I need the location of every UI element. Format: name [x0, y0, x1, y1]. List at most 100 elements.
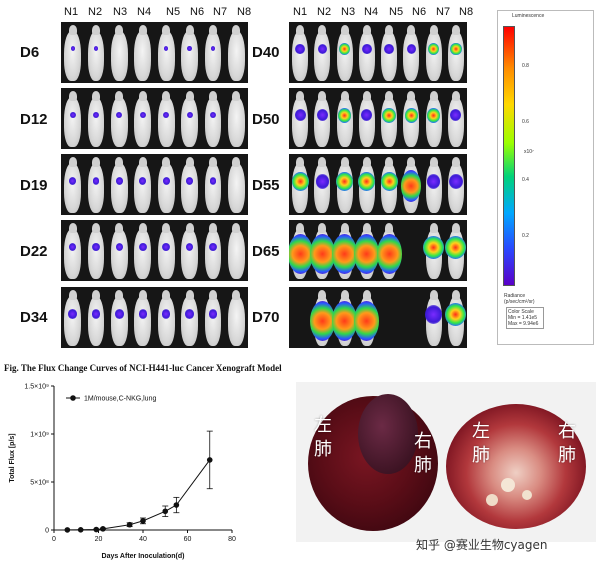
flux-chart: 0 20 40 60 80 0 5×10⁸ 1×10⁹ 1.5×10⁹ Days After In… [9, 384, 236, 561]
tumor-nodule [486, 494, 498, 506]
mouse-label-n7: N7 [213, 6, 228, 18]
luminescence-signal [289, 233, 313, 274]
mouse-label-n8: N8 [459, 6, 474, 18]
luminescence-signal [309, 233, 335, 274]
mouse-4 [354, 289, 380, 346]
mouse-7 [204, 90, 222, 147]
luminescence-signal [384, 43, 394, 55]
mouse-2 [314, 156, 331, 213]
mouse-2 [314, 24, 331, 81]
mouse-4 [134, 289, 152, 346]
mouse-5 [157, 90, 175, 147]
mouse-1 [291, 156, 309, 213]
luminescence-signal [91, 309, 101, 319]
mouse-4 [134, 90, 152, 147]
y-tick-label: 5×10⁸ [30, 480, 49, 487]
mouse-label-n5: N5 [166, 6, 181, 18]
luminescence-signal [294, 108, 306, 122]
x-tick-label: 0 [52, 536, 56, 543]
mouse-6 [181, 156, 198, 213]
right-lung-label-2b: 肺 [558, 445, 576, 466]
luminescence-signal [70, 46, 75, 52]
mouse-7 [425, 24, 442, 81]
luminescence-signal [116, 111, 123, 119]
luminescence-signal [401, 170, 422, 203]
mouse-6 [403, 24, 420, 81]
x-tick-label: 20 [95, 536, 103, 543]
mouse-label-n1: N1 [64, 6, 79, 18]
luminescence-signal [291, 172, 309, 191]
mouse-1 [292, 24, 309, 81]
luminescence-signal [404, 107, 419, 123]
luminescence-signal [336, 172, 354, 191]
luminescence-signal [164, 46, 169, 52]
right-lung-label-b: 肺 [414, 455, 432, 476]
mouse-7 [204, 24, 222, 81]
mouse-label-n2: N2 [317, 6, 332, 18]
mouse-8 [445, 289, 467, 346]
mouse-3 [336, 90, 353, 147]
data-point [93, 526, 100, 533]
mouse-7 [204, 156, 222, 213]
luminescence-signal [138, 242, 147, 252]
tumor-nodule [522, 490, 532, 500]
x-axis-label: Days After Inoculation(d) [102, 553, 185, 560]
colorbar-tick: 0.6 [522, 119, 529, 125]
luminescence-signal [315, 173, 330, 189]
luminescence-signal [425, 304, 443, 324]
mouse-1 [64, 24, 82, 81]
luminescence-signal [139, 111, 146, 119]
left-lung-label-2b: 肺 [472, 445, 490, 466]
mouse-4 [358, 24, 375, 81]
mouse-7 [425, 90, 442, 147]
luminescence-signal [295, 43, 305, 55]
colorbar-unit-label: Radiance (p/sec/cm²/sr) [504, 293, 535, 305]
mouse-1 [64, 90, 82, 147]
data-point [173, 502, 180, 508]
colorbar-ticks: 0.8 0.6 0.4 0.2 [522, 11, 552, 311]
imaging-strip-d22 [61, 220, 248, 281]
mouse-5 [157, 289, 175, 346]
left-lung-label-b: 肺 [314, 439, 332, 460]
mouse-label-n6: N6 [190, 6, 205, 18]
luminescence-signal [317, 43, 328, 55]
mouse-1 [64, 289, 82, 346]
luminescence-signal [426, 173, 441, 189]
mouse-6 [181, 289, 198, 346]
mouse-3 [111, 24, 128, 81]
luminescence-signal [332, 233, 358, 274]
luminescence-signal [426, 107, 441, 123]
left-lung-label-2a: 左 [472, 421, 490, 442]
imaging-strip-d34 [61, 287, 248, 348]
imaging-strip-d65 [289, 220, 467, 281]
mouse-3 [336, 24, 353, 81]
luminescence-signal [427, 42, 440, 56]
luminescence-signal [161, 309, 171, 319]
colorbar-exponent: x10⁷ [524, 149, 534, 155]
mouse-label-n3: N3 [113, 6, 128, 18]
mouse-1 [64, 156, 82, 213]
luminescence-signal [139, 177, 147, 185]
x-tick-label: 40 [139, 536, 147, 543]
watermark: 知乎 @赛业生物cyagen [416, 538, 548, 552]
figure-caption: Fig. The Flux Change Curves of NCI-H441-… [4, 363, 282, 373]
day-label-d50: D50 [252, 111, 280, 128]
luminescence-signal [380, 172, 398, 191]
luminescence-signal [209, 242, 217, 252]
luminescence-signal [69, 111, 76, 119]
luminescence-signal [423, 235, 445, 260]
mouse-2 [87, 222, 105, 279]
luminescence-signal [93, 111, 100, 119]
legend-label: 1M/mouse,C-NKG,lung [84, 396, 156, 403]
luminescence-signal [376, 233, 402, 274]
mouse-5 [381, 24, 398, 81]
mouse-1 [289, 222, 313, 279]
left-lung-label-a: 左 [314, 415, 332, 436]
luminescence-signal [450, 42, 462, 56]
luminescence-signal [69, 177, 77, 185]
colorbar-title: Luminescence [512, 13, 545, 19]
data-point [140, 518, 146, 524]
data-point [126, 521, 133, 528]
mouse-2 [314, 90, 331, 147]
luminescence-signal [92, 242, 100, 252]
